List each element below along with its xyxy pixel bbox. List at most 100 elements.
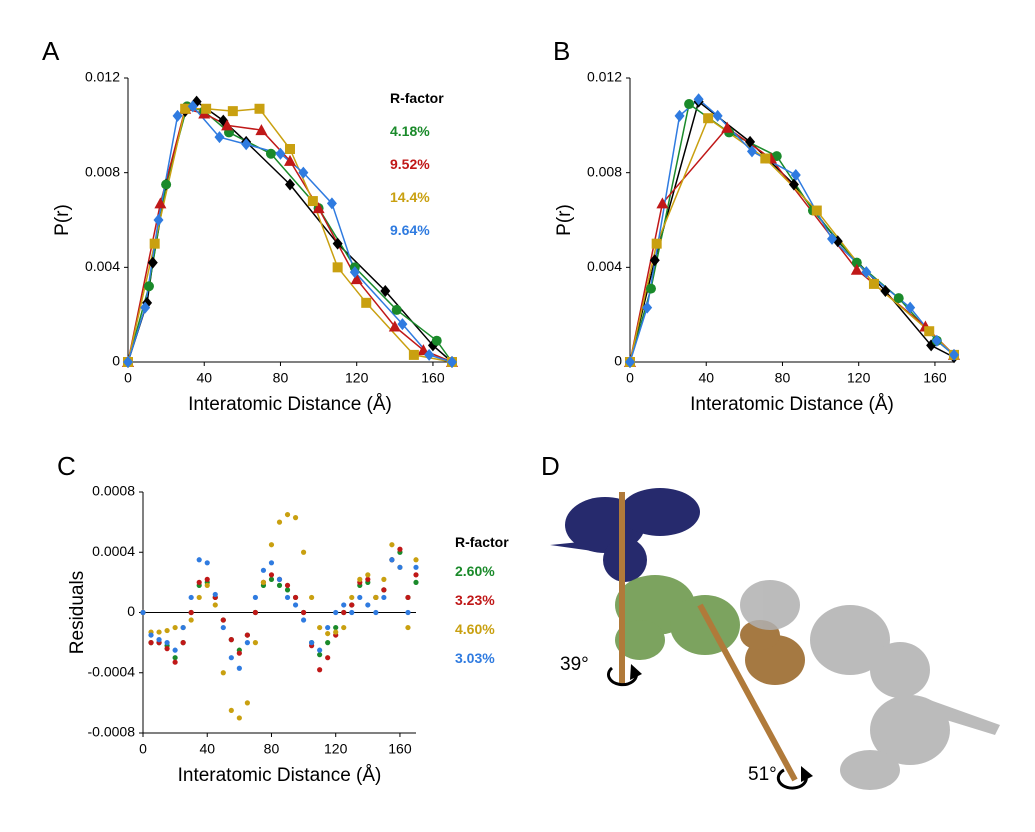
legend-entry: 4.18% bbox=[390, 123, 430, 139]
marker bbox=[645, 283, 656, 294]
x-tick-label: 160 bbox=[388, 741, 412, 757]
marker bbox=[298, 166, 309, 179]
marker bbox=[893, 293, 904, 304]
marker bbox=[275, 147, 286, 160]
point bbox=[325, 655, 331, 661]
point bbox=[309, 594, 315, 601]
x-axis-label: Interatomic Distance (Å) bbox=[178, 765, 382, 786]
panel-label: B bbox=[553, 36, 570, 66]
y-tick-label: -0.0004 bbox=[88, 663, 136, 679]
x-tick-label: 0 bbox=[626, 370, 634, 386]
marker bbox=[143, 281, 154, 292]
point bbox=[252, 594, 259, 601]
point bbox=[156, 637, 162, 643]
point bbox=[405, 594, 411, 601]
point bbox=[292, 594, 299, 601]
point bbox=[341, 624, 347, 631]
marker bbox=[154, 197, 167, 209]
point bbox=[325, 630, 331, 637]
x-tick-label: 160 bbox=[421, 370, 445, 386]
point bbox=[220, 617, 226, 623]
point bbox=[268, 560, 275, 566]
marker bbox=[949, 348, 959, 361]
x-tick-label: 40 bbox=[196, 370, 212, 386]
point bbox=[365, 576, 371, 582]
point bbox=[228, 637, 234, 643]
point bbox=[389, 557, 395, 563]
marker bbox=[255, 124, 268, 136]
marker bbox=[850, 263, 863, 275]
point bbox=[333, 609, 339, 616]
marker bbox=[424, 348, 435, 361]
point bbox=[236, 665, 242, 671]
point bbox=[341, 609, 347, 616]
point bbox=[196, 579, 202, 585]
y-tick-label: 0 bbox=[112, 353, 120, 369]
panel-label: A bbox=[42, 36, 60, 66]
point bbox=[300, 617, 307, 623]
x-axis-label: Interatomic Distance (Å) bbox=[188, 394, 392, 415]
marker bbox=[380, 285, 391, 297]
x-axis-label: Interatomic Distance (Å) bbox=[690, 394, 894, 415]
point bbox=[268, 542, 275, 548]
point bbox=[252, 609, 259, 616]
point bbox=[341, 602, 347, 608]
y-tick-label: 0.004 bbox=[587, 258, 622, 274]
marker bbox=[285, 178, 295, 191]
marker bbox=[861, 266, 872, 279]
point bbox=[252, 640, 259, 646]
x-tick-label: 80 bbox=[264, 741, 280, 757]
point bbox=[284, 582, 291, 588]
y-tick-label: 0.012 bbox=[85, 69, 120, 85]
point bbox=[164, 627, 170, 634]
marker bbox=[265, 148, 276, 159]
point bbox=[325, 640, 331, 646]
marker bbox=[868, 278, 879, 289]
legend-entry: 4.60% bbox=[455, 621, 495, 637]
x-tick-label: 40 bbox=[698, 370, 714, 386]
marker bbox=[684, 99, 695, 110]
point bbox=[381, 594, 387, 601]
marker bbox=[674, 109, 685, 122]
point bbox=[413, 572, 419, 578]
legend-entry: 3.03% bbox=[455, 650, 495, 666]
x-tick-label: 40 bbox=[199, 741, 215, 757]
series-line bbox=[629, 98, 955, 363]
marker bbox=[123, 356, 133, 368]
point bbox=[357, 594, 363, 601]
x-tick-label: 0 bbox=[139, 741, 147, 757]
marker bbox=[851, 257, 862, 268]
point bbox=[333, 629, 339, 635]
y-tick-label: 0.012 bbox=[587, 69, 622, 85]
marker bbox=[905, 301, 916, 314]
y-tick-label: 0 bbox=[614, 353, 622, 369]
legend-entry: 3.23% bbox=[455, 592, 495, 608]
marker bbox=[326, 197, 337, 210]
point bbox=[373, 609, 379, 616]
marker bbox=[703, 113, 714, 124]
point bbox=[164, 646, 170, 652]
point bbox=[300, 609, 307, 616]
point bbox=[204, 582, 210, 588]
marker bbox=[285, 144, 295, 154]
y-axis-label: P(r) bbox=[52, 204, 73, 236]
marker bbox=[391, 304, 402, 315]
point bbox=[276, 576, 283, 582]
point bbox=[413, 557, 419, 563]
series-line bbox=[629, 103, 955, 363]
point bbox=[284, 594, 291, 601]
point bbox=[236, 650, 242, 656]
marker bbox=[254, 103, 265, 114]
legend-entry: 9.64% bbox=[390, 222, 430, 238]
point bbox=[317, 647, 323, 653]
point bbox=[317, 652, 323, 658]
point bbox=[276, 582, 283, 588]
point bbox=[397, 546, 403, 552]
legend-entry: 9.52% bbox=[390, 156, 430, 172]
point bbox=[405, 624, 411, 631]
point bbox=[188, 594, 194, 601]
point bbox=[300, 549, 307, 555]
marker bbox=[241, 138, 252, 151]
marker bbox=[745, 135, 756, 148]
series-line bbox=[629, 126, 955, 363]
